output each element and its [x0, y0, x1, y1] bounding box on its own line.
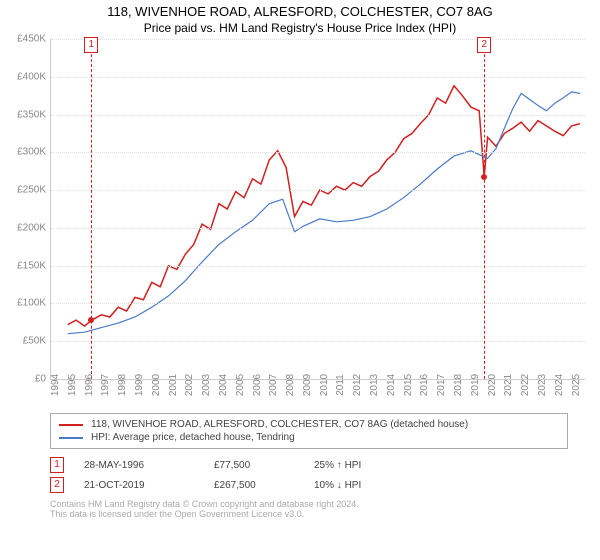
legend-label: 118, WIVENHOE ROAD, ALRESFORD, COLCHESTE… [91, 419, 468, 430]
x-tick-label: 2007 [268, 374, 279, 396]
event-data-point [481, 174, 487, 180]
x-tick-label: 2009 [302, 374, 313, 396]
y-tick-label: £400K [17, 71, 46, 82]
event-marker-line [91, 39, 92, 379]
x-tick-label: 2001 [168, 374, 179, 396]
gridline [51, 228, 585, 229]
x-tick-label: 2003 [201, 374, 212, 396]
gridline [51, 39, 585, 40]
x-axis: 1994199519961997199819992000200120022003… [50, 379, 584, 409]
y-tick-label: £250K [17, 185, 46, 196]
series-price_paid [68, 86, 580, 326]
x-tick-label: 2015 [403, 374, 414, 396]
y-tick-label: £450K [17, 34, 46, 45]
x-tick-label: 2000 [151, 374, 162, 396]
y-tick-label: £50K [23, 336, 46, 347]
event-data-point [88, 317, 94, 323]
x-tick-label: 2016 [419, 374, 430, 396]
sale-diff: 25% ↑ HPI [314, 460, 414, 471]
attribution-line-2: This data is licensed under the Open Gov… [50, 509, 594, 519]
x-tick-label: 2010 [319, 374, 330, 396]
x-tick-label: 1998 [117, 374, 128, 396]
plot-area: 12 [50, 39, 585, 380]
chart-area: £0 £50K £100K £150K £200K £250K £300K £350K £400… [6, 39, 588, 409]
x-tick-label: 2020 [487, 374, 498, 396]
gridline [51, 77, 585, 78]
x-tick-label: 2022 [520, 374, 531, 396]
x-tick-label: 2004 [218, 374, 229, 396]
legend: 118, WIVENHOE ROAD, ALRESFORD, COLCHESTE… [50, 413, 568, 449]
y-tick-label: £0 [35, 374, 46, 385]
gridline [51, 303, 585, 304]
event-marker-label: 1 [84, 37, 98, 53]
x-tick-label: 2024 [554, 374, 565, 396]
x-tick-label: 1996 [84, 374, 95, 396]
gridline [51, 115, 585, 116]
x-tick-label: 1997 [100, 374, 111, 396]
x-tick-label: 2006 [252, 374, 263, 396]
event-marker-label: 2 [477, 37, 491, 53]
sale-diff: 10% ↓ HPI [314, 480, 414, 491]
x-tick-label: 2012 [352, 374, 363, 396]
y-tick-label: £100K [17, 298, 46, 309]
x-tick-label: 2002 [184, 374, 195, 396]
legend-item: 118, WIVENHOE ROAD, ALRESFORD, COLCHESTE… [59, 418, 559, 431]
legend-swatch [59, 424, 83, 426]
sale-row: 1 28-MAY-1996£77,50025% ↑ HPI [50, 455, 594, 475]
x-tick-label: 2008 [285, 374, 296, 396]
x-tick-label: 1994 [50, 374, 61, 396]
y-axis: £0£50K£100K£150K£200K£250K£300K£350K£400… [6, 39, 50, 379]
x-tick-label: 2025 [571, 374, 582, 396]
x-tick-label: 2018 [453, 374, 464, 396]
sale-row: 2 21-OCT-2019£267,50010% ↓ HPI [50, 475, 594, 495]
y-tick-label: £350K [17, 109, 46, 120]
legend-swatch [59, 437, 83, 439]
legend-item: HPI: Average price, detached house, Tend… [59, 431, 559, 444]
chart-container: 118, WIVENHOE ROAD, ALRESFORD, COLCHESTE… [0, 0, 600, 560]
line-svg [51, 39, 585, 379]
gridline [51, 266, 585, 267]
event-marker-line [484, 39, 485, 379]
attribution-line-1: Contains HM Land Registry data © Crown c… [50, 499, 594, 509]
y-tick-label: £200K [17, 222, 46, 233]
x-tick-label: 2023 [537, 374, 548, 396]
y-tick-label: £300K [17, 147, 46, 158]
gridline [51, 152, 585, 153]
x-tick-label: 2019 [470, 374, 481, 396]
gridline [51, 190, 585, 191]
chart-subtitle: Price paid vs. HM Land Registry's House … [0, 19, 600, 39]
legend-label: HPI: Average price, detached house, Tend… [91, 432, 295, 443]
chart-title: 118, WIVENHOE ROAD, ALRESFORD, COLCHESTE… [0, 0, 600, 19]
sale-price: £77,500 [214, 460, 314, 471]
sale-date: 28-MAY-1996 [84, 460, 214, 471]
x-tick-label: 2011 [335, 374, 346, 396]
attribution: Contains HM Land Registry data © Crown c… [50, 499, 594, 519]
sales-table: 1 28-MAY-1996£77,50025% ↑ HPI 2 21-OCT-2019… [50, 455, 594, 495]
y-tick-label: £150K [17, 260, 46, 271]
x-tick-label: 1995 [67, 374, 78, 396]
x-tick-label: 2017 [436, 374, 447, 396]
x-tick-label: 2005 [235, 374, 246, 396]
x-tick-label: 2021 [503, 374, 514, 396]
x-tick-label: 1999 [134, 374, 145, 396]
x-tick-label: 2013 [369, 374, 380, 396]
sale-marker: 2 [50, 477, 64, 493]
sale-date: 21-OCT-2019 [84, 480, 214, 491]
x-tick-label: 2014 [386, 374, 397, 396]
sale-price: £267,500 [214, 480, 314, 491]
gridline [51, 341, 585, 342]
sale-marker: 1 [50, 457, 64, 473]
